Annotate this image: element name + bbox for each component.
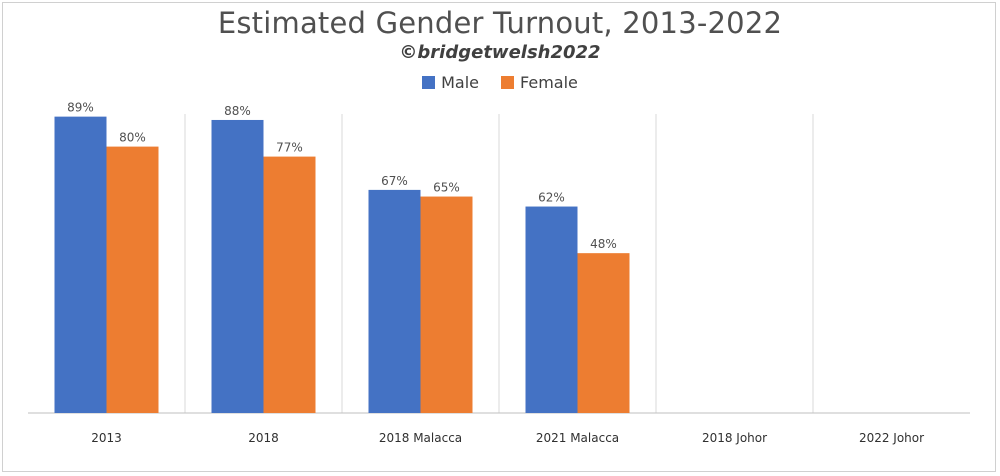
bar-male-0 <box>54 116 107 413</box>
chart-subtitle: ©bridgetwelsh2022 <box>399 42 601 63</box>
data-label-male-1: 88% <box>224 104 251 118</box>
legend-label-male: Male <box>441 73 480 92</box>
chart-title: Estimated Gender Turnout, 2013-2022 <box>217 6 783 40</box>
data-label-female-1: 77% <box>276 141 303 155</box>
legend-item-female: Female <box>501 73 578 92</box>
legend-swatch-female <box>501 76 515 89</box>
legend-label-female: Female <box>520 73 578 92</box>
legend-swatch-male <box>422 76 436 89</box>
x-tick-label: 2022 Johor <box>859 431 924 445</box>
legend: Male Female <box>0 73 1000 92</box>
bar-female-0 <box>106 146 159 413</box>
bar-male-3 <box>525 206 578 413</box>
data-label-female-3: 48% <box>590 237 617 251</box>
x-tick-label: 2018 <box>248 431 279 445</box>
x-tick-label: 2018 Malacca <box>379 431 462 445</box>
legend-item-male: Male <box>422 73 479 92</box>
data-label-male-2: 67% <box>381 174 408 188</box>
bar-male-1 <box>211 119 264 414</box>
x-tick-label: 2021 Malacca <box>536 431 619 445</box>
bar-female-3 <box>577 253 630 413</box>
data-label-female-2: 65% <box>433 181 460 195</box>
x-tick-label: 2018 Johor <box>702 431 767 445</box>
data-label-female-0: 80% <box>119 131 146 145</box>
bar-female-2 <box>420 196 473 413</box>
bar-female-1 <box>263 156 316 413</box>
data-label-male-0: 89% <box>67 101 94 115</box>
x-tick-label: 2013 <box>91 431 122 445</box>
data-label-male-3: 62% <box>538 191 565 205</box>
bar-male-2 <box>368 189 421 413</box>
